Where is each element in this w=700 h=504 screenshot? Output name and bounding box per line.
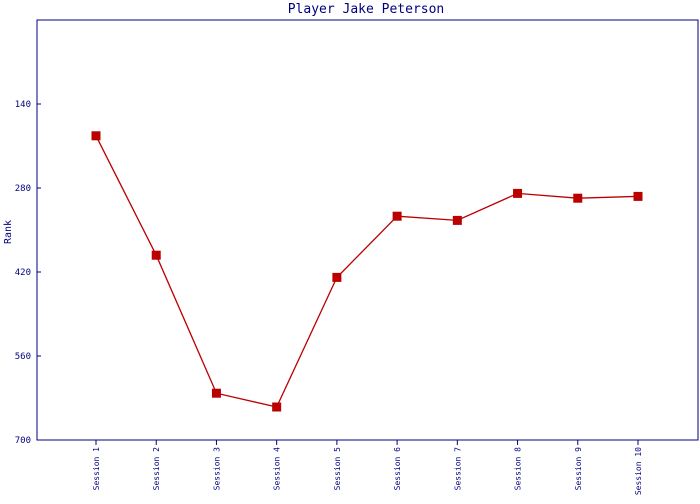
y-tick-label: 140 bbox=[15, 100, 31, 110]
y-axis-label: Rank bbox=[3, 220, 14, 244]
x-tick-label: Session 7 bbox=[453, 447, 462, 491]
data-point-marker bbox=[91, 131, 101, 141]
y-tick-label: 560 bbox=[15, 352, 31, 362]
data-point-marker bbox=[633, 191, 643, 201]
data-point-marker bbox=[272, 402, 282, 412]
x-tick-label: Session 8 bbox=[514, 447, 523, 491]
x-axis-ticks: Session 1 Session 2 Session 3 Session 4 Sess… bbox=[92, 440, 643, 495]
data-point-marker bbox=[151, 250, 161, 260]
chart-title: Player Jake Peterson bbox=[288, 2, 445, 17]
x-tick-label: Session 2 bbox=[152, 447, 161, 491]
x-tick-label: Session 4 bbox=[273, 447, 282, 491]
x-tick-label: Session 9 bbox=[574, 447, 583, 491]
data-point-marker bbox=[513, 188, 523, 198]
x-tick-label: Session 1 bbox=[92, 447, 101, 491]
series-line bbox=[95, 135, 639, 408]
plot-area bbox=[36, 19, 699, 441]
series-layer bbox=[91, 131, 643, 412]
data-point-marker bbox=[573, 193, 583, 203]
data-point-marker bbox=[452, 215, 462, 225]
x-tick-label: Session 3 bbox=[212, 447, 221, 491]
y-tick-label: 280 bbox=[15, 184, 31, 194]
x-tick-label: Session 10 bbox=[634, 447, 643, 495]
data-point-marker bbox=[332, 272, 342, 282]
y-tick-label: 420 bbox=[15, 268, 31, 278]
y-tick-label: 700 bbox=[15, 436, 31, 446]
y-axis-ticks: 140 280 420 560 700 bbox=[15, 100, 41, 446]
data-point-marker bbox=[211, 388, 221, 398]
x-tick-label: Session 5 bbox=[333, 447, 342, 491]
data-point-marker bbox=[392, 211, 402, 221]
x-tick-label: Session 6 bbox=[393, 447, 402, 491]
